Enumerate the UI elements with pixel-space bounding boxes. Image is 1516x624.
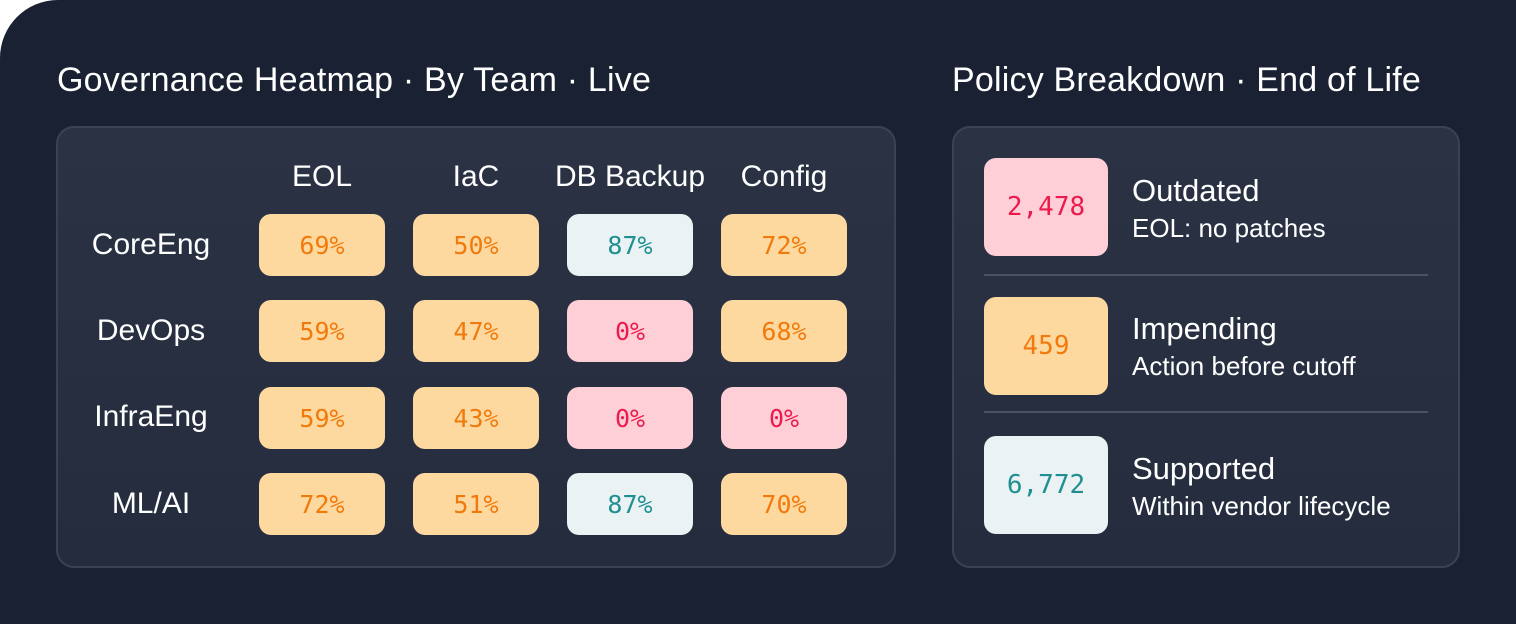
heatmap-cell[interactable]: 70%	[721, 473, 847, 535]
column-header-iac: IaC	[452, 160, 500, 193]
heatmap-cell[interactable]: 87%	[567, 214, 693, 276]
heatmap-cell[interactable]: 69%	[259, 214, 385, 276]
column-header-config: Config	[740, 160, 828, 193]
heatmap-cell[interactable]: 72%	[721, 214, 847, 276]
row-header-ml-ai: ML/AI	[111, 487, 191, 520]
heatmap-title: Governance Heatmap · By Team · Live	[57, 61, 652, 99]
heatmap-cell[interactable]: 50%	[413, 214, 539, 276]
heatmap-cell[interactable]: 59%	[259, 387, 385, 449]
row-header-devops: DevOps	[96, 314, 206, 347]
supported-description: Within vendor lifecycle	[1132, 491, 1391, 521]
impending-label: Impending	[1132, 311, 1277, 346]
policy-title: Policy Breakdown · End of Life	[952, 61, 1422, 99]
heatmap-cell[interactable]: 0%	[721, 387, 847, 449]
column-header-db-backup: DB Backup	[554, 160, 706, 193]
heatmap-cell[interactable]: 0%	[567, 300, 693, 362]
heatmap-cell[interactable]: 87%	[567, 473, 693, 535]
row-header-infraeng: InfraEng	[94, 400, 208, 433]
policy-divider	[984, 411, 1428, 413]
row-header-coreeng: CoreEng	[91, 228, 211, 261]
heatmap-cell[interactable]: 59%	[259, 300, 385, 362]
heatmap-cell[interactable]: 47%	[413, 300, 539, 362]
policy-divider	[984, 274, 1428, 276]
supported-label: Supported	[1132, 451, 1276, 486]
heatmap-cell[interactable]: 43%	[413, 387, 539, 449]
outdated-count-badge[interactable]: 2,478	[984, 158, 1108, 256]
outdated-label: Outdated	[1132, 173, 1260, 208]
impending-description: Action before cutoff	[1132, 351, 1356, 381]
heatmap-cell[interactable]: 0%	[567, 387, 693, 449]
heatmap-cell[interactable]: 51%	[413, 473, 539, 535]
impending-count-badge[interactable]: 459	[984, 297, 1108, 395]
outdated-description: EOL: no patches	[1132, 213, 1326, 243]
heatmap-cell[interactable]: 72%	[259, 473, 385, 535]
supported-count-badge[interactable]: 6,772	[984, 436, 1108, 534]
heatmap-cell[interactable]: 68%	[721, 300, 847, 362]
column-header-eol: EOL	[291, 160, 353, 193]
